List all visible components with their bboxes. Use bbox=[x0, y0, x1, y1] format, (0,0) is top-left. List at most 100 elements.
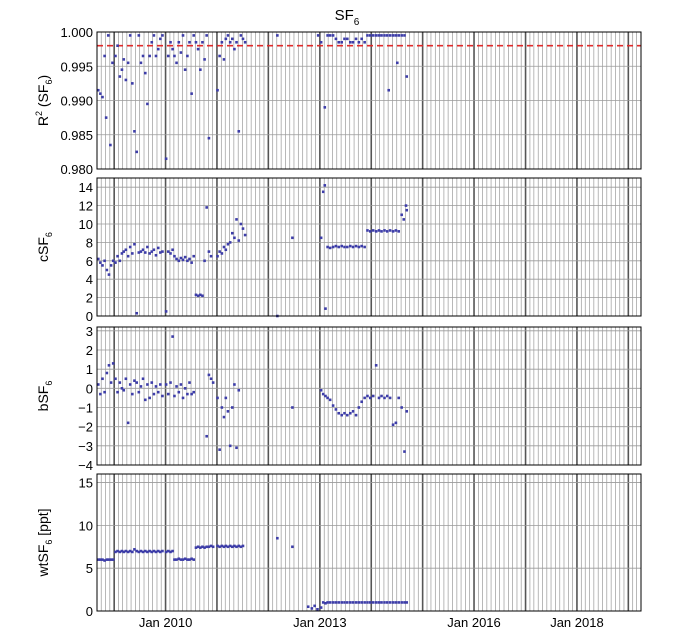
data-point bbox=[340, 413, 343, 417]
data-point bbox=[196, 294, 200, 298]
data-point bbox=[224, 248, 228, 252]
data-point bbox=[233, 383, 236, 386]
y-tick-label: 1.000 bbox=[60, 25, 93, 40]
data-point bbox=[181, 34, 185, 37]
data-point bbox=[146, 245, 149, 249]
data-point bbox=[209, 544, 213, 548]
data-point bbox=[186, 259, 189, 263]
data-point bbox=[400, 213, 403, 217]
data-point bbox=[171, 335, 174, 338]
data-point bbox=[152, 248, 156, 252]
data-point bbox=[383, 396, 386, 400]
data-point bbox=[354, 37, 358, 41]
panel-frame bbox=[96, 473, 642, 612]
data-point bbox=[348, 601, 352, 604]
data-point bbox=[101, 264, 104, 267]
data-point bbox=[103, 54, 106, 58]
data-point bbox=[137, 550, 141, 554]
data-point bbox=[131, 550, 134, 554]
data-point bbox=[371, 34, 375, 37]
data-point bbox=[207, 136, 211, 140]
data-point bbox=[141, 550, 145, 554]
data-point bbox=[340, 244, 343, 248]
y-tick-label: 4 bbox=[86, 272, 93, 287]
data-point bbox=[226, 242, 230, 246]
data-point bbox=[276, 34, 279, 37]
y-tick-label: 0 bbox=[86, 309, 93, 324]
data-point bbox=[146, 383, 149, 386]
data-point bbox=[156, 549, 160, 553]
data-point bbox=[143, 549, 147, 553]
data-point bbox=[343, 245, 346, 249]
data-point bbox=[366, 394, 369, 398]
data-point bbox=[161, 250, 164, 253]
data-point bbox=[154, 54, 158, 58]
data-point bbox=[159, 383, 162, 386]
y-axis-label-part: 6 bbox=[44, 232, 54, 237]
data-point bbox=[218, 54, 221, 58]
data-point bbox=[241, 544, 245, 548]
data-point bbox=[237, 388, 241, 392]
data-point bbox=[161, 34, 164, 37]
data-point bbox=[143, 398, 147, 402]
data-point bbox=[391, 34, 395, 37]
data-point bbox=[363, 601, 366, 604]
data-point bbox=[243, 233, 247, 237]
data-point bbox=[109, 143, 112, 147]
data-point bbox=[143, 71, 147, 75]
data-point bbox=[169, 381, 172, 384]
y-tick-label: 6 bbox=[86, 254, 93, 269]
data-point bbox=[169, 550, 172, 554]
data-point bbox=[169, 252, 172, 255]
data-point bbox=[146, 102, 149, 106]
data-point bbox=[343, 411, 346, 415]
data-point bbox=[243, 40, 247, 44]
data-point bbox=[139, 385, 143, 388]
data-point bbox=[148, 54, 151, 58]
data-point bbox=[188, 40, 191, 44]
data-point bbox=[237, 239, 241, 242]
x-tick-label: Jan 2013 bbox=[293, 615, 347, 630]
data-point bbox=[383, 601, 386, 604]
x-tick-label: Jan 2018 bbox=[550, 615, 604, 630]
data-point bbox=[405, 601, 409, 604]
data-point bbox=[141, 377, 145, 381]
data-point bbox=[348, 244, 352, 248]
data-point bbox=[128, 245, 132, 249]
data-point bbox=[366, 229, 369, 232]
data-point bbox=[159, 550, 162, 554]
data-point bbox=[216, 396, 219, 400]
y-tick-label: 0.980 bbox=[60, 162, 93, 177]
data-point bbox=[181, 558, 185, 561]
data-point bbox=[363, 40, 366, 44]
data-point bbox=[405, 410, 409, 413]
data-point bbox=[175, 61, 178, 65]
data-point bbox=[391, 230, 395, 233]
data-point bbox=[111, 259, 115, 263]
data-point bbox=[386, 394, 389, 398]
data-point bbox=[135, 549, 139, 553]
data-point bbox=[316, 34, 320, 37]
data-point bbox=[109, 381, 113, 384]
data-point bbox=[397, 601, 401, 604]
y-tick-label: 0.985 bbox=[60, 128, 93, 143]
y-tick-label: 8 bbox=[86, 235, 93, 250]
data-point bbox=[114, 377, 117, 381]
panel-wt: 0 5 10 15 wtSF6 [ppt] bbox=[35, 473, 642, 619]
y-axis-label-part: 6 bbox=[44, 381, 54, 386]
data-point bbox=[183, 68, 187, 71]
data-point bbox=[331, 601, 335, 604]
data-point bbox=[205, 34, 208, 37]
data-point bbox=[233, 236, 236, 240]
y-axis-label-part: 6 bbox=[44, 80, 54, 85]
data-point bbox=[122, 58, 126, 61]
data-point bbox=[128, 549, 132, 553]
data-point bbox=[239, 34, 243, 37]
data-point bbox=[179, 558, 183, 561]
data-point bbox=[391, 601, 395, 604]
y-axis-label: bSF6 bbox=[35, 381, 54, 412]
data-point bbox=[122, 550, 126, 554]
data-point bbox=[164, 310, 168, 313]
y-tick-label: −1 bbox=[78, 401, 93, 416]
